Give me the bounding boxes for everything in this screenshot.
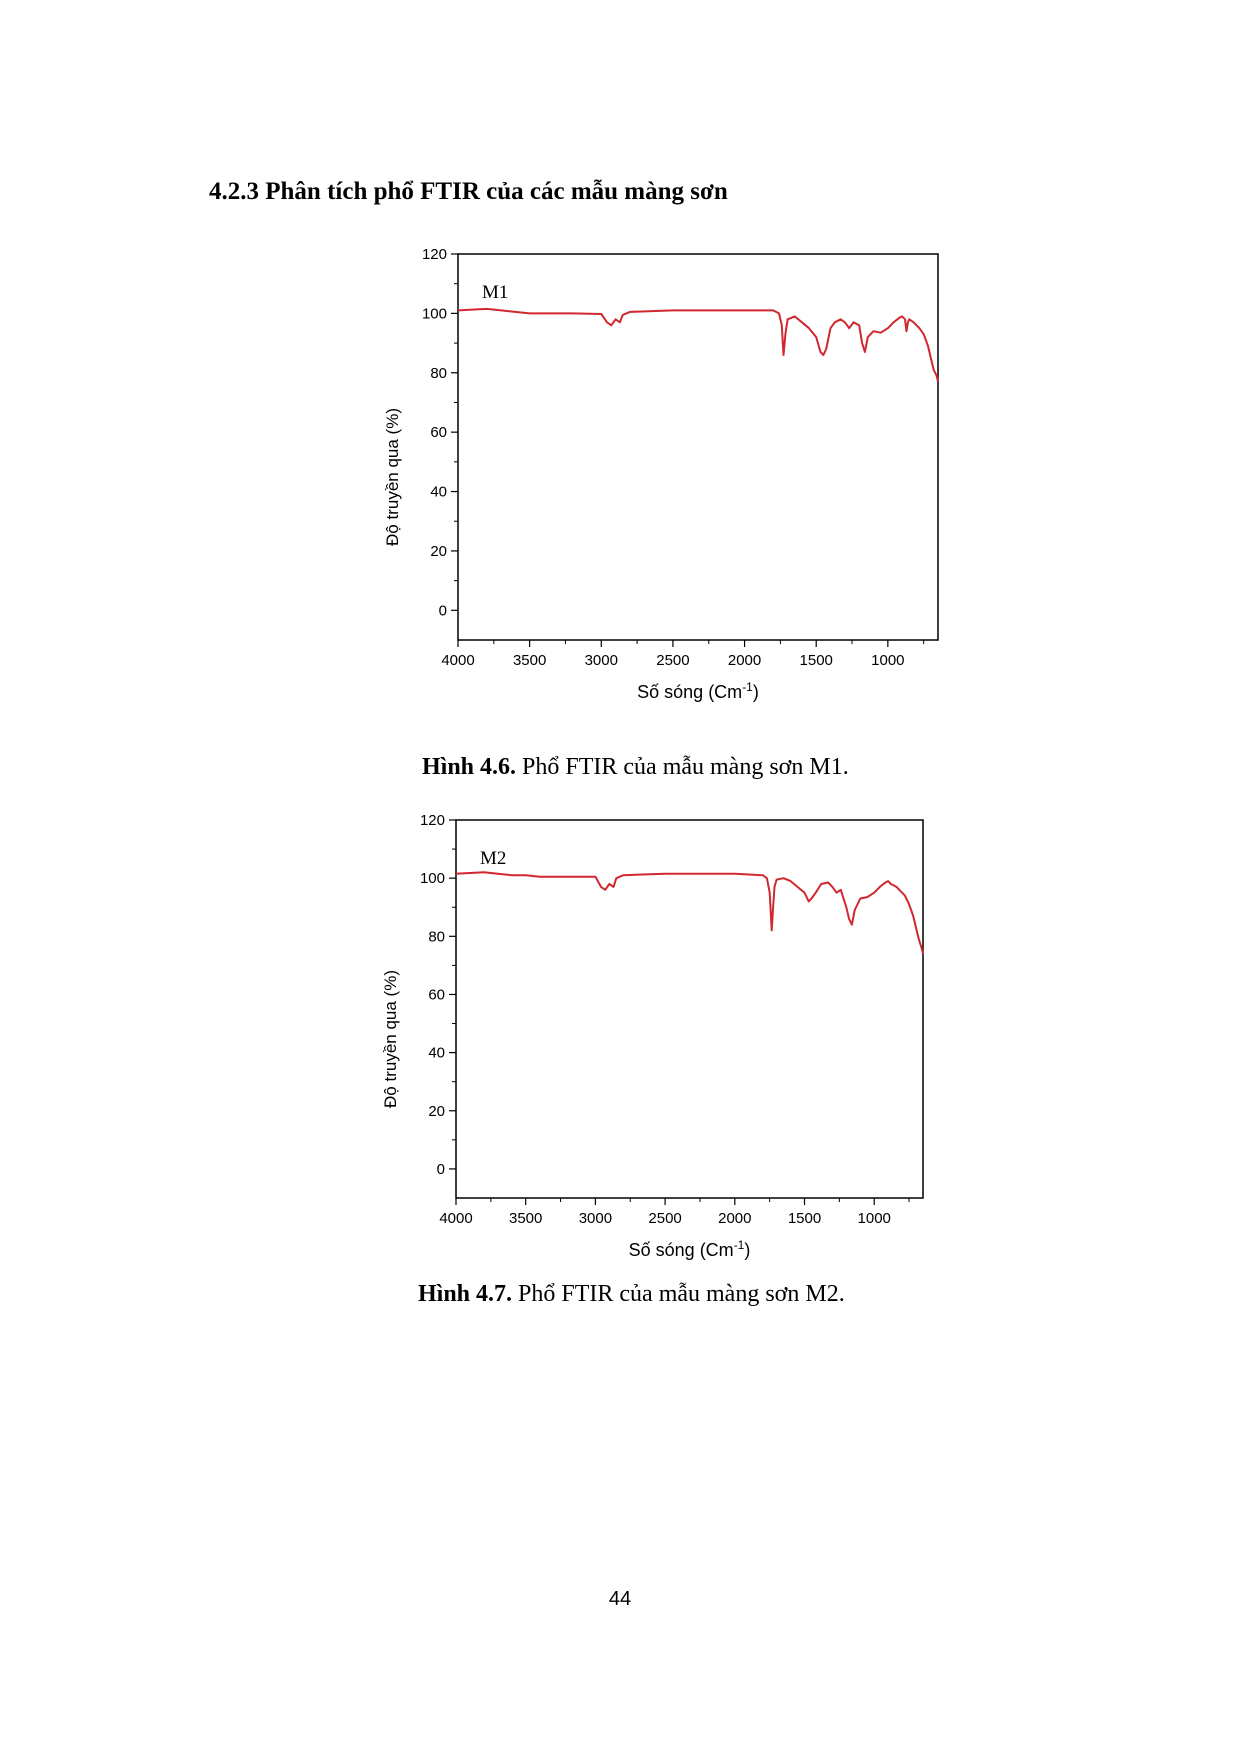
figure-label-m1: Hình 4.6.: [422, 754, 517, 780]
x-tick-label: 1000: [871, 652, 904, 669]
x-tick-label: 4000: [441, 652, 474, 669]
y-tick-label: 60: [428, 986, 445, 1003]
y-tick-label: 40: [430, 484, 447, 501]
ftir-chart-m1: 0 20 40 60 80 100 120 4000 3500 3000 2500 2000 1500 1…: [340, 240, 960, 720]
sample-annotation: M1: [482, 282, 508, 303]
spectrum-line: [455, 871, 924, 955]
y-tick-label: 40: [428, 1045, 445, 1062]
figure-label-m2: Hình 4.7.: [418, 1281, 513, 1307]
y-tick-label: 20: [430, 543, 447, 560]
y-tick-label: 0: [437, 1161, 445, 1178]
x-tick-label: 2000: [718, 1210, 751, 1227]
x-tick-label: 3500: [509, 1210, 542, 1227]
x-axis-label: Số sóng (Cm-1): [637, 680, 759, 702]
x-tick-label: 1500: [788, 1210, 821, 1227]
x-tick-label: 4000: [439, 1210, 472, 1227]
y-tick-label: 80: [430, 365, 447, 382]
figure-caption-m2: Hình 4.7. Phổ FTIR của mẫu màng sơn M2.: [418, 1281, 845, 1308]
y-axis-label: Độ truyền qua (%): [383, 408, 402, 546]
figure-caption-text-m1: Phổ FTIR của mẫu màng sơn M1.: [516, 754, 849, 780]
x-tick-label: 1000: [858, 1210, 891, 1227]
x-tick-label: 3000: [579, 1210, 612, 1227]
ftir-chart-m1-svg: 0 20 40 60 80 100 120 4000 3500 3000 2500 2000 1500 1…: [383, 246, 939, 702]
plot-frame: [457, 253, 939, 641]
y-tick-label: 80: [428, 928, 445, 945]
section-heading: 4.2.3 Phân tích phổ FTIR của các mẫu màn…: [209, 178, 728, 205]
x-tick-label: 3500: [513, 652, 546, 669]
ftir-chart-m2-svg: 0 20 40 60 80 100 120 4000 3500 3000 2500 2000 1500 1…: [381, 812, 924, 1260]
x-tick-label: 2000: [728, 652, 761, 669]
figure-caption-text-m2: Phổ FTIR của mẫu màng sơn M2.: [512, 1281, 845, 1307]
y-tick-label: 20: [428, 1103, 445, 1120]
sample-annotation: M2: [480, 848, 506, 869]
y-tick-label: 60: [430, 424, 447, 441]
y-tick-label: 100: [420, 870, 445, 887]
plot-frame: [455, 819, 924, 1199]
spectrum-line: [457, 307, 939, 382]
x-tick-label: 3000: [585, 652, 618, 669]
ftir-chart-m2: 0 20 40 60 80 100 120 4000 3500 3000 2500 2000 1500 1…: [340, 806, 960, 1286]
y-tick-label: 120: [420, 812, 445, 829]
x-tick-label: 1500: [800, 652, 833, 669]
figure-caption-m1: Hình 4.6. Phổ FTIR của mẫu màng sơn M1.: [422, 754, 849, 781]
y-axis-label: Độ truyền qua (%): [381, 970, 400, 1108]
y-tick-label: 100: [422, 305, 447, 322]
x-axis-label: Số sóng (Cm-1): [629, 1238, 751, 1260]
x-tick-label: 2500: [656, 652, 689, 669]
x-tick-label: 2500: [648, 1210, 681, 1227]
y-tick-label: 0: [439, 602, 447, 619]
page-number: 44: [608, 1588, 632, 1610]
y-tick-label: 120: [422, 246, 447, 263]
